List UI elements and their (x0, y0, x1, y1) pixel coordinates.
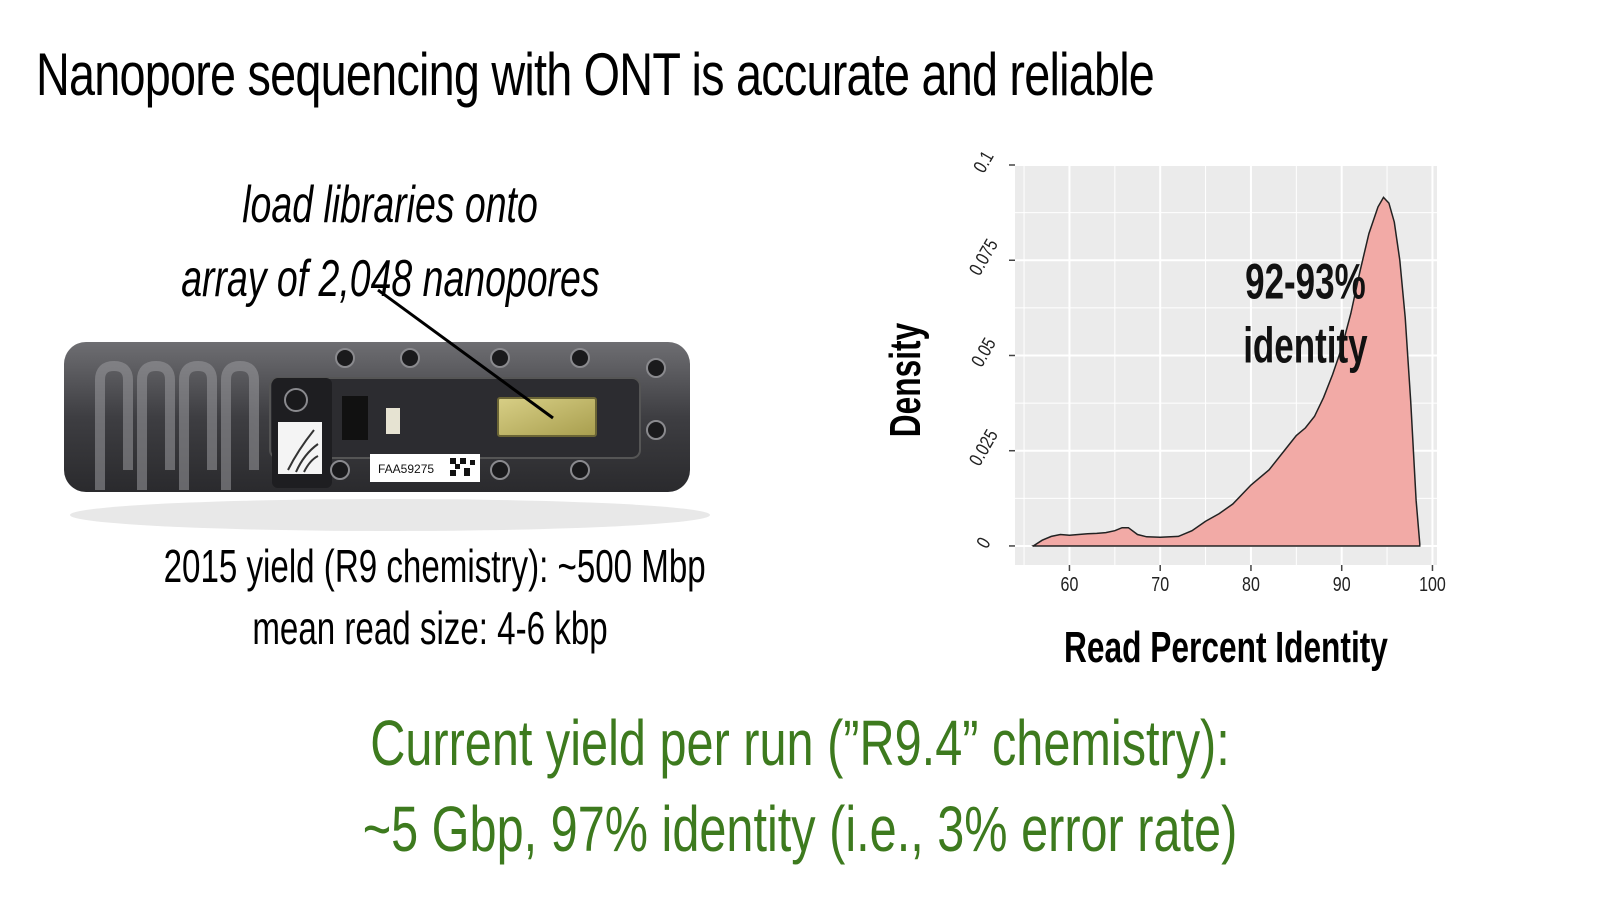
current-yield-text: Current yield per run (”R9.4” chemistry)… (192, 700, 1408, 872)
flow-cell-image: FAA59275 (64, 342, 710, 531)
x-axis-title: Read Percent Identity (1064, 623, 1388, 672)
x-tick-label: 70 (1151, 573, 1169, 595)
annotation-identity: identity (1243, 318, 1367, 374)
y-tick-label: 0.05 (966, 334, 1000, 371)
density-area (1031, 196, 1421, 547)
y-tick-label: 0.075 (964, 235, 1002, 279)
x-tick-label: 90 (1333, 573, 1351, 595)
sample-port (342, 396, 368, 440)
x-tick-label: 100 (1419, 573, 1446, 595)
slide-title: Nanopore sequencing with ONT is accurate… (36, 41, 1155, 108)
caption-line-2: mean read size: 4-6 kbp (252, 602, 608, 654)
current-yield-line-1: Current yield per run (”R9.4” chemistry)… (370, 707, 1230, 779)
screws (284, 348, 666, 480)
callout-line-1: load libraries onto (242, 176, 538, 234)
y-tick-label: 0.1 (968, 147, 998, 176)
port-label-marks (287, 429, 319, 473)
flow-cell-caption: 2015 yield (R9 chemistry): ~500 Mbp mean… (163, 535, 706, 659)
y-axis-title: Density (881, 322, 930, 437)
current-yield-line-2: ~5 Gbp, 97% identity (i.e., 3% error rat… (362, 793, 1238, 865)
x-axis-ticks: 60 70 80 90 100 (1061, 565, 1446, 595)
x-tick-label: 80 (1242, 573, 1260, 595)
spot-on-port (386, 408, 400, 434)
y-tick-label: 0 (972, 533, 995, 551)
nanopore-array-chip (497, 397, 597, 437)
y-tick-label: 0.025 (964, 425, 1002, 469)
flow-cell-shadow (70, 499, 710, 531)
x-tick-label: 60 (1061, 573, 1079, 595)
flow-cell-channels (95, 360, 259, 490)
pointer-line (377, 288, 554, 420)
caption-line-1: 2015 yield (R9 chemistry): ~500 Mbp (163, 540, 706, 592)
callout-text: load libraries onto array of 2,048 nanop… (181, 168, 599, 316)
annotation-percent: 92-93% (1245, 254, 1366, 310)
serial-number: FAA59275 (378, 462, 434, 476)
qr-code (450, 458, 475, 476)
y-axis-ticks: 0 0.025 0.05 0.075 0.1 (964, 147, 1015, 552)
